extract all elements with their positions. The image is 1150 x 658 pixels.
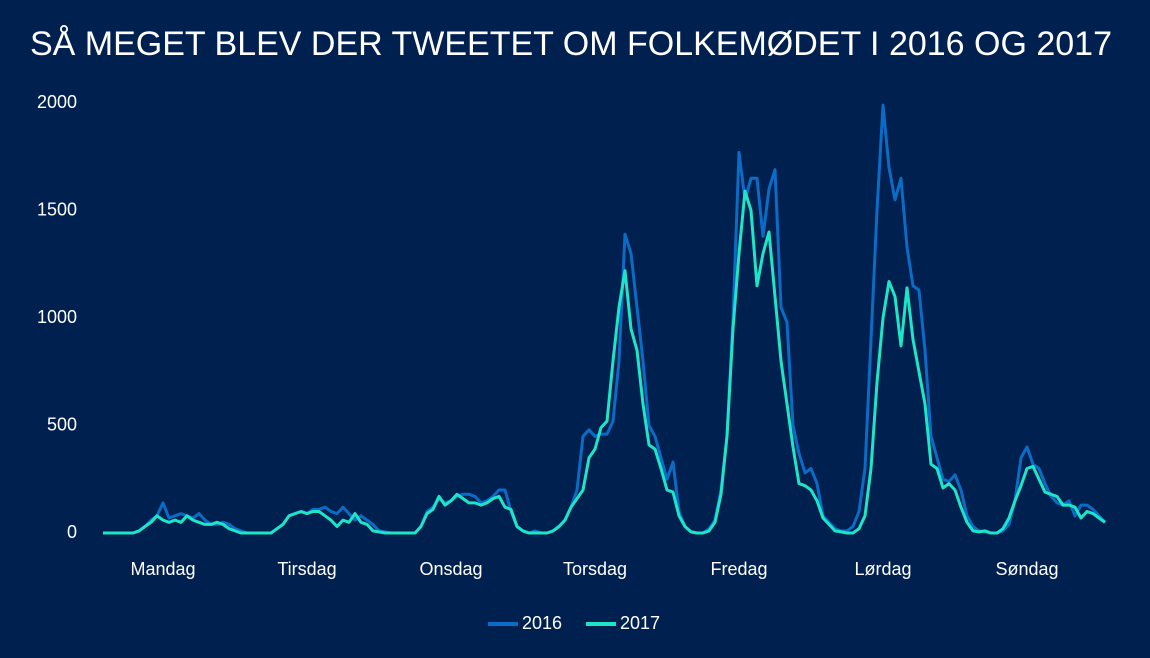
x-tick-label: Fredag [710,559,767,579]
series-line [103,189,1106,535]
x-tick-label: Onsdag [419,559,482,579]
x-tick-label: Torsdag [563,559,627,579]
legend-label: 2016 [522,613,562,633]
x-tick-label: Søndag [995,559,1058,579]
chart-title: SÅ MEGET BLEV DER TWEETET OM FOLKEMØDET … [30,25,1112,63]
legend-label: 2017 [620,613,660,633]
x-tick-label: Mandag [130,559,195,579]
x-tick-label: Lørdag [854,559,911,579]
y-tick-label: 1500 [37,199,77,219]
y-tick-label: 500 [47,414,77,434]
y-tick-label: 0 [67,522,77,542]
x-tick-label: Tirsdag [277,559,336,579]
y-tick-label: 1000 [37,307,77,327]
y-tick-label: 2000 [37,92,77,112]
